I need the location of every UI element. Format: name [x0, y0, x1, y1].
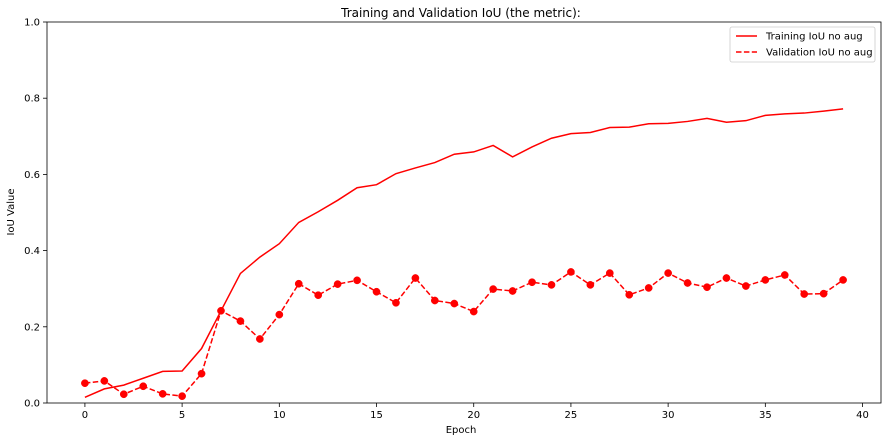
validation-point: [722, 274, 731, 282]
validation-point: [839, 276, 847, 284]
validation-point: [683, 279, 692, 287]
validation-point: [236, 317, 245, 325]
validation-point: [178, 392, 186, 400]
y-tick-label: 1.0: [24, 18, 40, 29]
x-tick-label: 10: [273, 410, 286, 421]
plot-area: 0 5 10 15 20 25 30 35 40 0.0 0.2 0.4 0.6 0.8 1.0 Traini…: [24, 18, 882, 421]
x-tick-label: 35: [759, 410, 772, 421]
validation-point: [664, 269, 672, 277]
y-tick-label: 0.6: [24, 170, 40, 181]
validation-point: [625, 290, 634, 299]
validation-point: [508, 287, 517, 295]
validation-point: [742, 282, 750, 290]
validation-point: [256, 335, 264, 343]
validation-point: [430, 296, 439, 305]
validation-point: [217, 306, 225, 315]
x-tick-label: 40: [856, 410, 869, 421]
validation-point: [528, 278, 536, 287]
validation-point: [586, 281, 595, 289]
y-tick-label: 0.4: [24, 246, 40, 257]
validation-point: [469, 307, 478, 316]
validation-point: [353, 276, 361, 285]
chart-title: Training and Validation IoU (the metric)…: [340, 6, 581, 20]
validation-point: [314, 291, 323, 300]
validation-point: [197, 369, 206, 378]
legend-box: [729, 26, 876, 63]
validation-point: [819, 289, 828, 298]
x-tick-label: 30: [662, 410, 675, 421]
validation-point: [703, 283, 711, 292]
validation-point: [333, 280, 342, 288]
validation-point: [605, 269, 614, 277]
validation-point: [761, 276, 770, 284]
validation-point: [158, 390, 167, 398]
y-tick-label: 0.0: [24, 399, 40, 410]
validation-point: [139, 382, 148, 391]
validation-point: [567, 268, 575, 276]
x-axis-label: Epoch: [446, 425, 477, 436]
validation-point: [372, 287, 381, 296]
x-tick-label: 5: [179, 410, 185, 421]
validation-point: [81, 379, 89, 388]
training-iou-line: [84, 108, 844, 398]
legend-validation-label: Validation IoU no aug: [766, 48, 873, 59]
y-tick-label: 0.2: [24, 322, 40, 333]
y-tick-label: 0.8: [24, 94, 40, 105]
x-tick-label: 25: [565, 410, 578, 421]
validation-point: [800, 290, 809, 298]
plot-frame: [46, 21, 882, 404]
legend-training-label: Training IoU no aug: [765, 32, 863, 43]
x-tick-label: 15: [370, 410, 383, 421]
validation-point: [489, 285, 498, 293]
y-axis-label: IoU Value: [6, 188, 17, 235]
validation-point: [294, 279, 303, 288]
x-tick-label: 0: [82, 410, 88, 421]
validation-iou-line: [84, 271, 844, 397]
x-tick-label: 20: [467, 410, 480, 421]
validation-point: [392, 298, 400, 307]
validation-point: [644, 284, 653, 292]
validation-point: [275, 310, 284, 319]
validation-point: [547, 281, 556, 289]
validation-point: [780, 271, 789, 279]
validation-point: [100, 377, 109, 385]
validation-point: [450, 299, 459, 308]
validation-point: [411, 274, 420, 282]
validation-point: [119, 390, 128, 399]
